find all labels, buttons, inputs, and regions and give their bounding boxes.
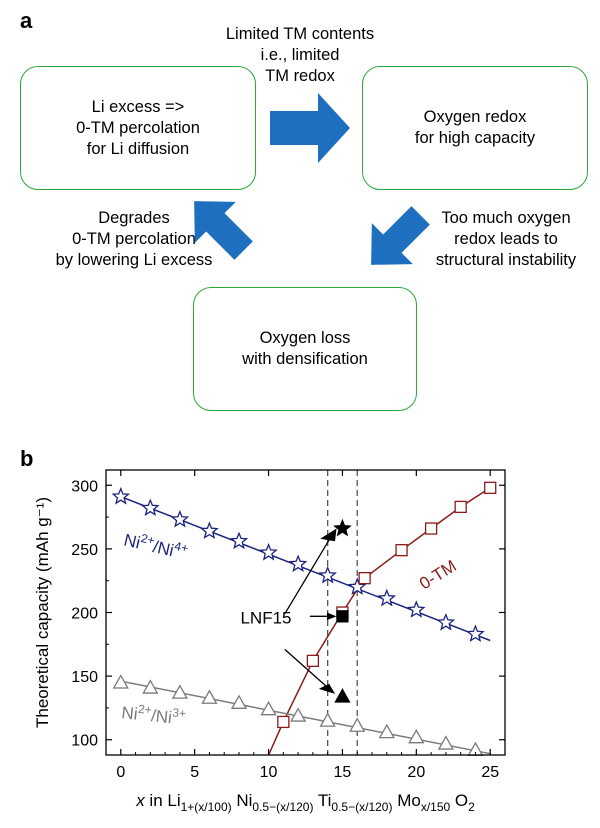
triangle-point [378, 723, 395, 739]
triangle-point [408, 728, 425, 744]
y-tick-label: 250 [71, 542, 98, 559]
x-tick-label: 10 [260, 764, 278, 781]
lnf15-arrow-down [284, 648, 330, 690]
square-point [306, 654, 320, 667]
lnf15-star-marker [333, 518, 352, 537]
series-label-0tm: 0-TM [416, 556, 460, 593]
triangle-point [112, 674, 129, 689]
square-point [454, 500, 467, 514]
series-label-ni2-ni4: Ni2+/Ni4+ [122, 527, 190, 563]
star-point [407, 600, 426, 618]
square-point [358, 571, 371, 585]
x-tick-label: 5 [190, 764, 199, 781]
lnf15-square-marker [336, 610, 349, 623]
note-too-much-oxygen: Too much oxygen redox leads to structura… [435, 209, 577, 269]
x-tick-label: 20 [407, 764, 425, 781]
star-point [318, 565, 337, 584]
triangle-point [290, 707, 307, 722]
star-point [377, 588, 397, 607]
panel-a-arrows [194, 93, 430, 265]
star-point [466, 624, 485, 643]
star-point [259, 542, 278, 561]
square-point [484, 481, 497, 494]
square-point [424, 522, 438, 535]
lnf15-arrow-up [284, 537, 332, 615]
note-limited-tm: Limited TM contents i.e., limited TM red… [225, 25, 375, 85]
lnf15-arrowhead-mid [326, 612, 337, 621]
star-point [111, 486, 131, 505]
triangle-point [230, 694, 248, 709]
y-tick-label: 100 [71, 733, 98, 750]
y-tick-label: 300 [71, 478, 98, 495]
x-axis-label: x in Li1+(x/100) Ni0.5−(x/120) Ti0.5−(x/… [135, 791, 475, 814]
y-tick-label: 150 [71, 669, 98, 686]
lnf15-arrowhead-up [320, 528, 337, 542]
triangle-point [171, 684, 188, 699]
star-point [347, 577, 367, 595]
star-point [141, 498, 160, 517]
x-tick-label: 25 [481, 764, 499, 781]
triangle-point [319, 712, 336, 727]
arrow-down-left [371, 206, 430, 265]
square-point [277, 715, 290, 729]
panel-b-label: b [20, 446, 34, 471]
square-point [395, 544, 408, 557]
y-axis-label: Theoretical capacity (mAh g⁻¹) [33, 497, 52, 728]
lnf15-label: LNF15 [240, 608, 291, 627]
triangle-point [201, 689, 218, 704]
x-tick-label: 15 [334, 764, 352, 781]
star-point [170, 509, 190, 528]
box-li-excess: Li excess => 0-TM percolation for Li dif… [20, 66, 256, 190]
star-point [200, 521, 219, 539]
x-tick-label: 0 [116, 764, 125, 781]
triangle-point [349, 717, 366, 732]
note-degrades-percolation: Degrades 0-TM percolation by lowering Li… [55, 209, 213, 269]
star-point [436, 612, 456, 631]
triangle-point [260, 700, 277, 716]
star-point [229, 531, 249, 550]
panel-a-label: a [20, 8, 33, 33]
lnf15-triangle-marker [334, 688, 351, 703]
series-label-ni2-ni3: Ni2+/Ni3+ [121, 700, 187, 729]
arrow-right [270, 93, 350, 163]
box-oxygen-loss: Oxygen loss with densification [193, 287, 417, 411]
lnf15-arrowhead-down [318, 683, 336, 694]
y-tick-label: 200 [71, 606, 98, 623]
triangle-point [437, 735, 454, 750]
box-oxygen-redox: Oxygen redox for high capacity [362, 66, 588, 190]
arrow-up-left [194, 201, 253, 260]
star-point [288, 554, 308, 573]
triangle-point [142, 679, 159, 694]
